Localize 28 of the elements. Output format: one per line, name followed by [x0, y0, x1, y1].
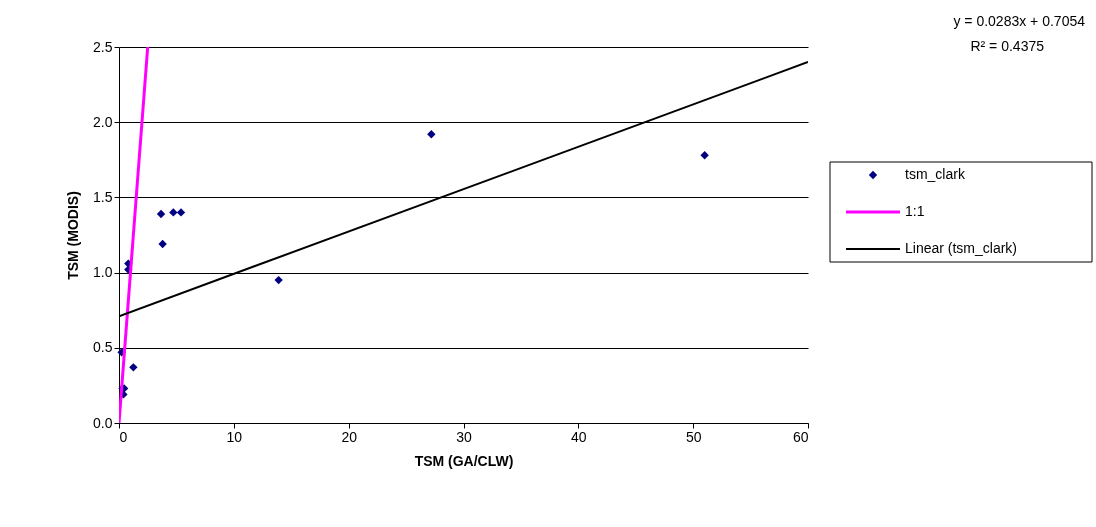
y-tick-label: 2.5	[93, 38, 113, 55]
y-axis-title: TSM (MODIS)	[65, 191, 82, 280]
y-tick-label: 0.0	[93, 414, 113, 431]
point	[156, 209, 166, 219]
legend-label: 1:1	[905, 203, 925, 219]
point	[129, 363, 138, 372]
x-axis-title: TSM (GA/CLW)	[414, 452, 514, 469]
x-tick-label: 50	[685, 428, 702, 445]
x-tick-label: 20	[341, 428, 358, 445]
x-tick-label: 10	[226, 428, 243, 445]
point	[700, 151, 709, 160]
x-tick-label: 0	[119, 428, 128, 445]
x-tick-label: 40	[571, 428, 587, 445]
x-tick-label: 60	[792, 428, 809, 445]
y-tick-label: 1.5	[93, 188, 113, 205]
legend-label: Linear (tsm_clark)	[905, 240, 1018, 256]
point	[427, 130, 436, 139]
text: y = 0.0283x + 0.7054	[953, 13, 1086, 29]
y-tick-label: 1.0	[93, 264, 113, 281]
point	[274, 275, 283, 285]
text: R² = 0.4375	[970, 38, 1045, 54]
legend-label: tsm_clark	[905, 166, 966, 182]
y-tick-label: 0.5	[93, 339, 113, 356]
point	[176, 208, 186, 217]
y-tick-label: 2.0	[93, 113, 113, 130]
point	[169, 208, 178, 217]
point	[158, 239, 167, 249]
x-tick-label: 30	[456, 428, 472, 445]
